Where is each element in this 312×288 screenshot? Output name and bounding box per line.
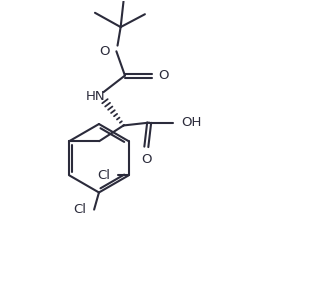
Text: O: O	[158, 69, 169, 82]
Text: O: O	[100, 45, 110, 58]
Text: Cl: Cl	[97, 169, 110, 182]
Text: HN: HN	[86, 90, 106, 103]
Text: Cl: Cl	[73, 203, 86, 216]
Text: O: O	[141, 153, 152, 166]
Text: OH: OH	[181, 116, 202, 129]
